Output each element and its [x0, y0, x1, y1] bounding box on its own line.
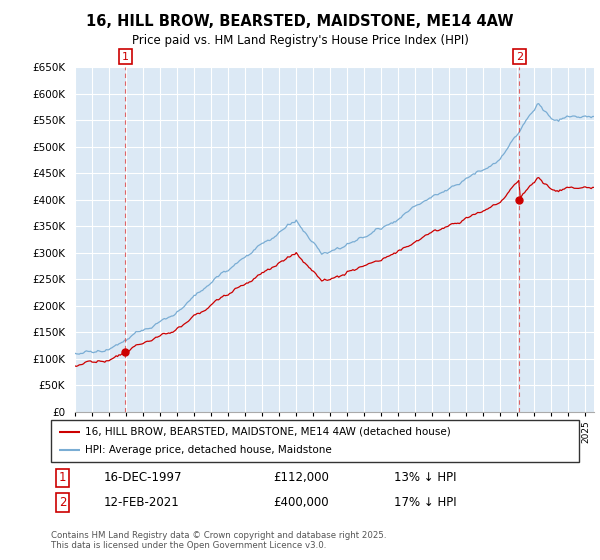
Text: 16-DEC-1997: 16-DEC-1997	[104, 472, 182, 484]
Text: 16, HILL BROW, BEARSTED, MAIDSTONE, ME14 4AW: 16, HILL BROW, BEARSTED, MAIDSTONE, ME14…	[86, 14, 514, 29]
Text: 1: 1	[59, 472, 67, 484]
Text: HPI: Average price, detached house, Maidstone: HPI: Average price, detached house, Maid…	[85, 445, 332, 455]
Text: 1: 1	[122, 52, 129, 62]
Text: 12-FEB-2021: 12-FEB-2021	[104, 496, 179, 509]
Text: 2: 2	[59, 496, 67, 509]
Text: 16, HILL BROW, BEARSTED, MAIDSTONE, ME14 4AW (detached house): 16, HILL BROW, BEARSTED, MAIDSTONE, ME14…	[85, 427, 451, 437]
Text: Contains HM Land Registry data © Crown copyright and database right 2025.
This d: Contains HM Land Registry data © Crown c…	[51, 531, 386, 550]
Text: £112,000: £112,000	[273, 472, 329, 484]
Text: Price paid vs. HM Land Registry's House Price Index (HPI): Price paid vs. HM Land Registry's House …	[131, 34, 469, 46]
Text: 17% ↓ HPI: 17% ↓ HPI	[394, 496, 457, 509]
Text: 2: 2	[516, 52, 523, 62]
Text: £400,000: £400,000	[273, 496, 328, 509]
Text: 13% ↓ HPI: 13% ↓ HPI	[394, 472, 457, 484]
FancyBboxPatch shape	[51, 420, 579, 462]
